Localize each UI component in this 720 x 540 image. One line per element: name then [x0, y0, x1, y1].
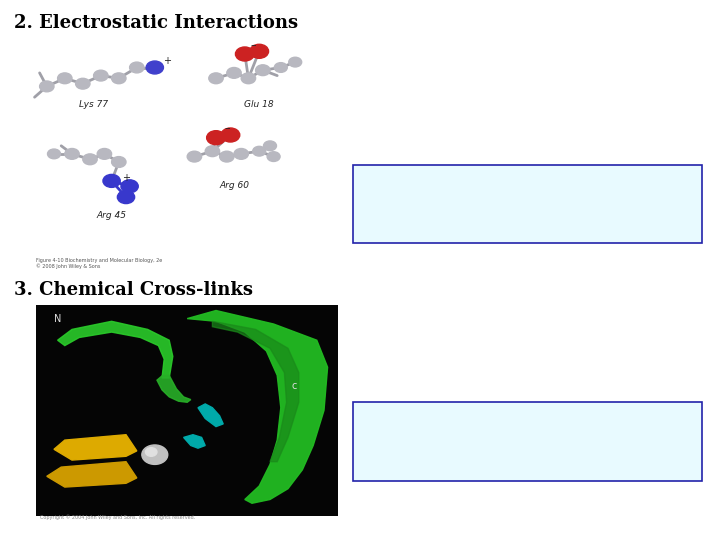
Text: 2. Electrostatic Interactions: 2. Electrostatic Interactions: [14, 14, 299, 31]
Text: Lys 77: Lys 77: [79, 100, 108, 109]
Text: Copyright © 2004 John Wiley and Sons, Inc. All rights reserved.: Copyright © 2004 John Wiley and Sons, In…: [40, 514, 195, 519]
Text: Arg 60: Arg 60: [219, 181, 249, 190]
Circle shape: [205, 146, 220, 157]
Text: +: +: [163, 56, 171, 66]
Circle shape: [117, 191, 135, 204]
Circle shape: [235, 47, 254, 61]
Text: Ion pair (salt bridge) of
myoglobin: Ion pair (salt bridge) of myoglobin: [369, 183, 571, 217]
Circle shape: [253, 146, 266, 156]
Circle shape: [209, 73, 223, 84]
Circle shape: [94, 70, 108, 81]
Text: –: –: [224, 124, 230, 133]
Circle shape: [121, 180, 138, 193]
Circle shape: [146, 61, 163, 74]
Circle shape: [40, 81, 54, 92]
Text: c: c: [292, 381, 297, 391]
Circle shape: [274, 63, 287, 72]
Circle shape: [187, 151, 202, 162]
Polygon shape: [47, 462, 137, 487]
Polygon shape: [212, 321, 299, 462]
Circle shape: [97, 148, 112, 159]
Circle shape: [65, 148, 79, 159]
Circle shape: [58, 73, 72, 84]
FancyBboxPatch shape: [36, 305, 338, 516]
Circle shape: [289, 57, 302, 67]
Text: N: N: [54, 314, 61, 325]
Circle shape: [227, 68, 241, 78]
Circle shape: [250, 44, 269, 58]
Polygon shape: [54, 435, 137, 460]
Circle shape: [267, 152, 280, 161]
Circle shape: [112, 73, 126, 84]
Circle shape: [207, 131, 225, 145]
Circle shape: [76, 78, 90, 89]
FancyBboxPatch shape: [353, 165, 702, 243]
Polygon shape: [198, 404, 223, 427]
Circle shape: [142, 445, 168, 464]
Circle shape: [264, 141, 276, 151]
Text: Glu 18: Glu 18: [244, 100, 274, 109]
FancyBboxPatch shape: [36, 40, 338, 259]
Polygon shape: [184, 435, 205, 448]
Text: +: +: [122, 173, 130, 183]
Circle shape: [145, 448, 157, 456]
Polygon shape: [58, 321, 173, 378]
Text: Arg 45: Arg 45: [96, 211, 127, 220]
Circle shape: [48, 149, 60, 159]
Circle shape: [83, 154, 97, 165]
Text: Figure 4-10 Biochemistry and Molecular Biology, 2e
© 2008 John Wiley & Sons: Figure 4-10 Biochemistry and Molecular B…: [36, 258, 162, 269]
Circle shape: [256, 65, 270, 76]
Circle shape: [220, 151, 234, 162]
Text: –: –: [251, 40, 256, 50]
Circle shape: [112, 157, 126, 167]
Text: 3. Chemical Cross-links: 3. Chemical Cross-links: [14, 281, 253, 299]
FancyBboxPatch shape: [353, 402, 702, 481]
Text: Zinc finger:
Nucleic acid-binding proteins: Zinc finger: Nucleic acid-binding protei…: [369, 421, 623, 455]
Circle shape: [130, 62, 144, 73]
Circle shape: [234, 148, 248, 159]
Circle shape: [241, 73, 256, 84]
Circle shape: [103, 174, 120, 187]
Circle shape: [221, 128, 240, 142]
Polygon shape: [187, 310, 328, 503]
Polygon shape: [157, 375, 191, 402]
